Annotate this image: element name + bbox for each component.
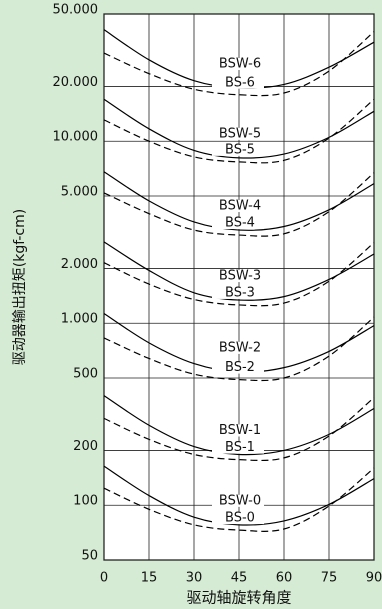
label-bg: [212, 270, 264, 283]
series-label: BS-5: [225, 142, 255, 157]
series-label: BS-6: [225, 75, 255, 90]
label-bg: [212, 127, 264, 140]
y-tick-label: 200: [73, 439, 98, 454]
label-bg: [212, 143, 264, 156]
series-line: [103, 98, 375, 164]
x-tick-label: 45: [231, 571, 248, 586]
series-label: BS-3: [225, 285, 255, 300]
y-tick-label: 10.000: [53, 130, 99, 145]
series-line: [103, 465, 375, 526]
series-label: BS-1: [225, 440, 255, 455]
label-bg: [212, 424, 264, 437]
y-tick-label: 50: [81, 549, 98, 564]
series-line: [103, 467, 375, 532]
series-line: [103, 172, 375, 237]
series-line: [103, 171, 375, 231]
series-line: [103, 31, 375, 97]
y-tick-label: 50.000: [53, 3, 99, 18]
x-tick-label: 60: [276, 571, 293, 586]
series-line: [103, 98, 375, 159]
series-label: BS-0: [225, 511, 255, 526]
label-bg: [212, 494, 264, 507]
series-label: BSW-3: [219, 269, 261, 284]
label-bg: [212, 58, 264, 71]
series-label: BSW-0: [219, 493, 261, 508]
y-tick-label: 1.000: [61, 312, 98, 327]
x-tick-label: 75: [321, 571, 338, 586]
series-line: [103, 395, 375, 456]
series-line: [103, 241, 375, 301]
series-line: [103, 316, 375, 382]
label-bg: [212, 76, 264, 89]
y-tick-label: 500: [73, 367, 98, 382]
x-tick-label: 30: [186, 571, 203, 586]
label-bg: [212, 512, 264, 525]
label-bg: [212, 441, 264, 454]
y-tick-label: 100: [73, 494, 98, 509]
series-label: BSW-1: [219, 423, 261, 438]
label-bg: [212, 286, 264, 299]
y-tick-label: 5.000: [61, 185, 98, 200]
series-label: BSW-4: [219, 199, 261, 214]
y-tick-label: 2.000: [61, 257, 98, 272]
series-line: [103, 242, 375, 307]
series-label: BS-2: [225, 360, 255, 375]
series-label: BSW-2: [219, 340, 261, 355]
x-tick-label: 0: [100, 571, 108, 586]
series-label: BS-4: [225, 216, 255, 231]
x-tick-label: 15: [141, 571, 158, 586]
y-tick-label: 20.000: [53, 75, 99, 90]
label-bg: [212, 200, 264, 213]
series-label: BSW-5: [219, 126, 261, 141]
series-label: BSW-6: [219, 57, 261, 72]
label-bg: [212, 341, 264, 354]
label-bg: [212, 217, 264, 230]
y-axis-label: 驱动器输出扭矩(kgf-cm): [12, 209, 28, 365]
series-line: [103, 397, 375, 462]
x-axis-label: 驱动轴旋转角度: [186, 589, 291, 607]
x-tick-label: 90: [366, 571, 382, 586]
label-bg: [212, 361, 264, 374]
